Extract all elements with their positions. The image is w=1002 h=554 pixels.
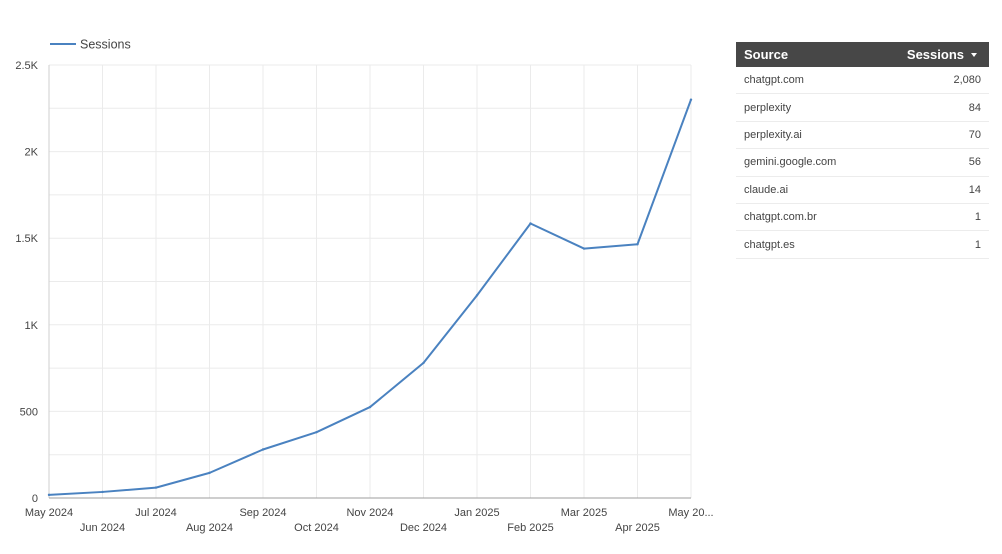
table-row: perplexity.ai 70 — [736, 122, 989, 150]
sessions-column-header[interactable]: Sessions — [907, 47, 981, 62]
x-tick-label: Oct 2024 — [294, 522, 339, 534]
table-row: chatgpt.com.br 1 — [736, 204, 989, 232]
row-source: chatgpt.es — [744, 238, 795, 251]
source-table: Source Sessions chatgpt.com 2,080 perple… — [736, 42, 989, 259]
row-source: claude.ai — [744, 183, 789, 196]
table-row: chatgpt.es 1 — [736, 231, 989, 259]
data-point — [368, 405, 372, 409]
data-point — [422, 361, 425, 365]
x-tick-label: May 2024 — [25, 507, 73, 519]
row-source: perplexity — [744, 101, 792, 114]
source-column-header[interactable]: Source — [744, 47, 789, 62]
data-point — [529, 222, 532, 225]
data-point — [154, 486, 158, 489]
y-tick-label: 2K — [25, 147, 39, 159]
row-sessions: 84 — [968, 101, 981, 114]
data-point — [689, 98, 693, 101]
row-source: chatgpt.com — [744, 74, 804, 87]
x-tick-label: Aug 2024 — [186, 522, 233, 534]
row-sessions: 1 — [974, 211, 981, 224]
y-tick-label: 500 — [20, 406, 38, 418]
x-tick-label: Apr 2025 — [615, 522, 660, 534]
x-tick-label: Jul 2024 — [135, 507, 177, 519]
x-tick-label: Jan 2025 — [454, 507, 499, 519]
data-point — [208, 471, 211, 475]
y-tick-label: 1.5K — [15, 233, 38, 245]
x-tick-label: Jun 2024 — [80, 522, 125, 534]
data-point — [47, 493, 51, 497]
table-row: chatgpt.com 2,080 — [736, 67, 989, 95]
y-tick-label: 1K — [25, 320, 39, 332]
data-point — [101, 490, 104, 494]
y-tick-label: 2.5K — [15, 60, 38, 72]
x-tick-label: Mar 2025 — [561, 507, 607, 519]
data-point — [261, 448, 265, 451]
x-tick-label: May 20... — [668, 507, 713, 519]
row-source: gemini.google.com — [744, 156, 837, 169]
y-tick-label: 0 — [32, 493, 38, 505]
legend-label: Sessions — [80, 38, 131, 52]
row-sessions: 1 — [974, 238, 981, 251]
x-tick-label: Nov 2024 — [346, 507, 393, 519]
sort-descending-icon[interactable] — [971, 52, 977, 57]
x-tick-label: Feb 2025 — [507, 522, 553, 534]
row-sessions: 70 — [968, 128, 981, 141]
table-row: perplexity 84 — [736, 94, 989, 122]
x-tick-label: Dec 2024 — [400, 522, 447, 534]
table-header: Source Sessions — [736, 42, 989, 67]
table-row: gemini.google.com 56 — [736, 149, 989, 177]
data-point — [475, 294, 479, 297]
row-sessions: 2,080 — [953, 74, 981, 87]
data-point — [582, 247, 586, 250]
data-point — [315, 430, 318, 434]
table-row: claude.ai 14 — [736, 177, 989, 204]
row-sessions: 56 — [968, 156, 981, 169]
line-chart: 0 500 1K 1.5K 2K 2.5K May 2024 Jun 2024 Jul 2024… — [15, 38, 713, 535]
row-sessions: 14 — [968, 183, 981, 196]
x-tick-label: Sep 2024 — [239, 507, 286, 519]
row-source: chatgpt.com.br — [744, 211, 817, 224]
sessions-column-header-label: Sessions — [906, 47, 964, 62]
row-source: perplexity.ai — [744, 128, 802, 141]
data-point — [636, 243, 639, 246]
